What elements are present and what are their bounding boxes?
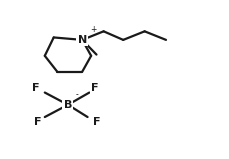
Text: -: - [75,90,78,99]
Text: F: F [90,83,98,93]
Text: F: F [32,83,39,93]
Text: N: N [77,35,87,45]
Text: B: B [63,100,72,110]
Text: +: + [90,24,96,34]
Text: F: F [92,117,100,127]
Text: F: F [34,117,41,127]
